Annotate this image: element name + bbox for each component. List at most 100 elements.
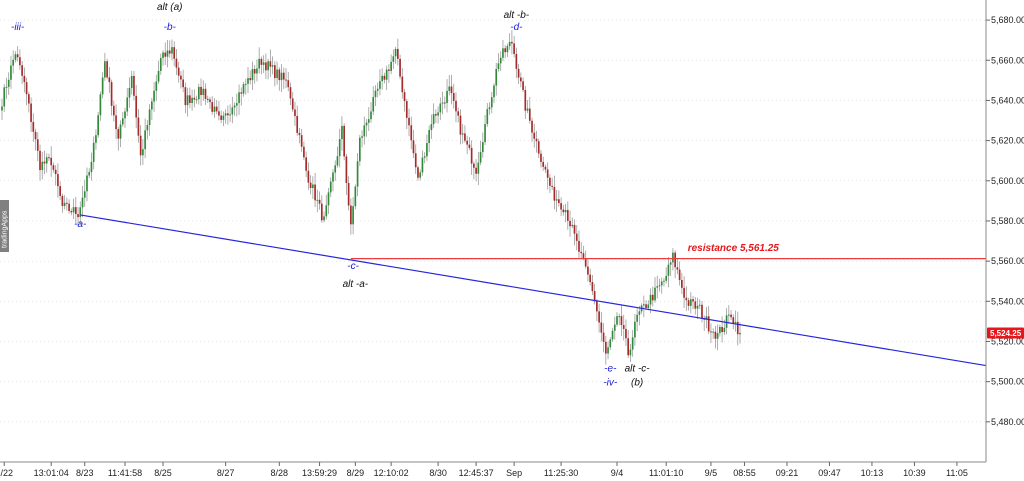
- candle-body: [647, 304, 650, 309]
- candle-body: [343, 125, 346, 157]
- candle-body: [150, 101, 153, 110]
- candle-body: [59, 186, 61, 196]
- candle-body: [182, 79, 184, 88]
- candle-body: [732, 317, 735, 323]
- candle-body: [549, 177, 551, 186]
- candle: [43, 150, 46, 175]
- candle-body: [443, 102, 446, 104]
- candle: [164, 42, 167, 65]
- candle-body: [506, 46, 509, 53]
- candle-body: [262, 62, 265, 65]
- candle-body: [240, 92, 243, 94]
- candle: [157, 60, 160, 84]
- candle-body: [341, 125, 343, 140]
- candle-body: [278, 69, 281, 81]
- candle: [730, 309, 732, 321]
- candle: [535, 130, 538, 153]
- candle-body: [45, 157, 48, 164]
- candle: [587, 259, 589, 282]
- candle: [334, 160, 337, 181]
- candle: [692, 295, 694, 310]
- candle: [370, 102, 372, 123]
- candle-body: [560, 203, 562, 210]
- candle-body: [734, 321, 737, 323]
- candle: [177, 61, 180, 83]
- x-tick-label: 8/30: [429, 468, 447, 478]
- candle: [464, 125, 466, 143]
- candle-body: [736, 321, 739, 335]
- y-tick-label: 5,500.00: [991, 377, 1024, 387]
- candle-body: [604, 341, 607, 354]
- wave-label: -b-: [164, 22, 177, 33]
- candle-body: [159, 57, 162, 71]
- candle-body: [231, 107, 234, 115]
- candle-body: [551, 185, 553, 187]
- candle-body: [229, 114, 231, 116]
- candle-body: [128, 87, 131, 98]
- candle-body: [130, 75, 133, 88]
- candle-body: [48, 157, 50, 159]
- candle: [555, 189, 558, 213]
- candle: [665, 267, 668, 284]
- candle: [95, 129, 97, 150]
- candle-body: [421, 157, 424, 173]
- candle: [399, 54, 401, 80]
- candle: [314, 173, 316, 207]
- candle: [312, 176, 314, 200]
- candle-body: [631, 337, 634, 350]
- candle: [155, 74, 158, 101]
- y-tick-label: 5,520.00: [991, 336, 1024, 346]
- candle: [488, 102, 491, 115]
- candle: [280, 64, 283, 92]
- y-tick-label: 5,560.00: [991, 256, 1024, 266]
- candle: [21, 60, 23, 85]
- candle: [600, 311, 603, 342]
- candle-body: [533, 132, 536, 139]
- x-tick-label: 8/27: [217, 468, 235, 478]
- candle: [173, 41, 176, 67]
- candle-body: [195, 99, 198, 101]
- candle: [376, 82, 379, 98]
- candle: [352, 197, 354, 235]
- candle: [260, 56, 263, 75]
- candle: [45, 153, 48, 173]
- candle-body: [459, 115, 462, 135]
- candle: [540, 149, 542, 168]
- wave-label: alt (a): [157, 2, 183, 13]
- candle-body: [191, 97, 193, 104]
- candle-body: [669, 262, 672, 265]
- x-tick-label: 9/5: [705, 468, 718, 478]
- candle-body: [175, 58, 178, 68]
- x-axis: 8/22 13:01:04 8/23 11:41:58 8/25 8/27 8/28 13:5…: [0, 461, 986, 478]
- candle-body: [350, 205, 352, 225]
- candle: [278, 67, 281, 91]
- last-price-tag-bg: [987, 327, 1024, 339]
- candle-body: [39, 150, 41, 171]
- candle-body: [298, 132, 301, 136]
- candle-body: [70, 211, 73, 213]
- candle-body: [401, 76, 404, 93]
- candle: [694, 297, 697, 315]
- candle-body: [334, 165, 337, 173]
- candle: [146, 120, 149, 140]
- candle: [528, 97, 531, 124]
- candle-body: [719, 326, 721, 334]
- candle: [562, 204, 565, 216]
- x-tick-label: Sep: [506, 468, 522, 478]
- candle: [414, 144, 417, 174]
- candle: [620, 304, 623, 336]
- candle: [202, 80, 205, 101]
- candle: [727, 305, 730, 324]
- candle: [343, 123, 346, 161]
- candle: [658, 278, 661, 292]
- candle-body: [490, 97, 493, 108]
- candle-body: [121, 118, 124, 125]
- candle: [197, 83, 200, 105]
- wave-label: alt -a-: [343, 279, 369, 290]
- candle: [732, 314, 735, 330]
- candle: [497, 53, 500, 72]
- candle: [240, 87, 243, 106]
- candle-body: [526, 108, 529, 111]
- candle-body: [235, 103, 238, 106]
